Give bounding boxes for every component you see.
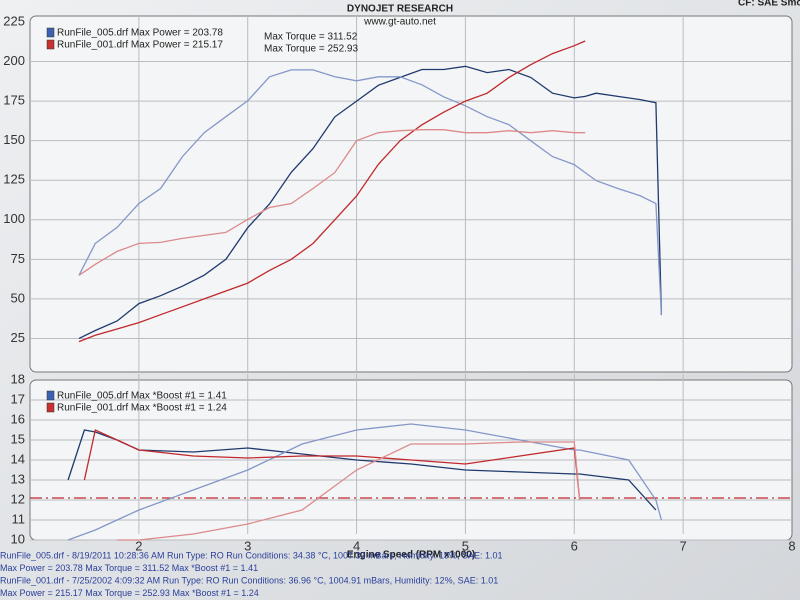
y-tick-label: 17 <box>11 391 25 406</box>
x-axis-label: Engine Speed (RPM x1000) <box>347 550 475 561</box>
header-url: www.gt-auto.net <box>363 17 436 28</box>
y-tick-label: 13 <box>11 471 25 486</box>
y-tick-label: 150 <box>3 132 25 147</box>
y-tick-label: 11 <box>12 511 26 526</box>
y-tick-label: 200 <box>3 53 25 68</box>
x-tick-label: 2 <box>135 538 142 553</box>
series-line <box>67 423 663 541</box>
header-corner: CF: SAE Smoothing <box>738 0 800 9</box>
y-tick-label: 75 <box>11 251 25 266</box>
legend-extra: Max Torque = 252.93 <box>264 44 358 55</box>
legend-text: RunFile_005.drf Max Power = 203.78 <box>57 28 223 39</box>
footer-line: RunFile_001.drf - 7/25/2002 4:09:32 AM R… <box>0 575 498 585</box>
legend-text: RunFile_001.drf Max *Boost #1 = 1.24 <box>57 403 227 414</box>
footer-line: RunFile_005.drf - 8/19/2011 10:28:36 AM … <box>0 550 503 560</box>
legend-swatch <box>46 402 55 413</box>
legend-extra: Max Torque = 311.52 <box>264 32 358 43</box>
y-tick-label: 25 <box>11 330 25 345</box>
series-line <box>117 441 581 541</box>
series-line <box>78 40 586 343</box>
y-tick-label: 100 <box>3 211 25 226</box>
series-line <box>78 65 663 339</box>
footer-line: Max Power = 215.17 Max Torque = 252.93 M… <box>0 588 259 598</box>
y-tick-label: 125 <box>3 172 25 187</box>
legend-swatch <box>46 27 55 38</box>
x-tick-label: 8 <box>788 538 795 553</box>
x-tick-label: 5 <box>462 538 469 553</box>
series-line <box>78 129 586 276</box>
legend-text: RunFile_001.drf Max Power = 215.17 <box>57 40 223 51</box>
y-tick-label: 15 <box>11 431 25 446</box>
series-line <box>78 69 663 316</box>
x-tick-label: 6 <box>571 538 578 553</box>
y-tick-label: 10 <box>11 531 25 546</box>
legend-swatch <box>46 39 55 50</box>
header-title: DYNOJET RESEARCH <box>347 4 453 15</box>
x-tick-label: 3 <box>244 538 251 553</box>
y-tick-label: 175 <box>3 93 25 108</box>
power-plot-frame <box>29 15 793 373</box>
y-tick-label: 16 <box>11 411 25 426</box>
y-tick-label: 225 <box>3 13 25 28</box>
legend-text: RunFile_005.drf Max *Boost #1 = 1.41 <box>57 391 227 402</box>
x-tick-label: 7 <box>680 538 687 553</box>
legend-swatch <box>46 390 55 401</box>
y-tick-label: 18 <box>11 371 25 386</box>
y-tick-label: 14 <box>11 451 25 466</box>
series-line <box>83 429 581 501</box>
x-tick-label: 4 <box>353 538 360 553</box>
y-tick-label: 12 <box>11 491 25 506</box>
y-tick-label: 50 <box>11 290 25 305</box>
footer-line: Max Power = 203.78 Max Torque = 311.52 M… <box>0 563 258 573</box>
